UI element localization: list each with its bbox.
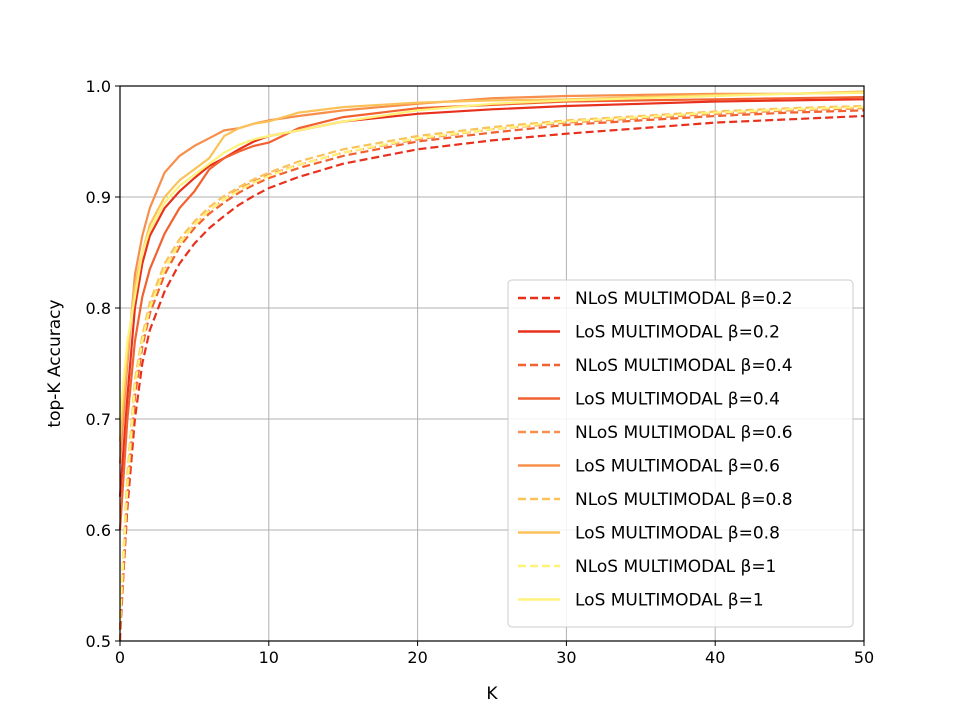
y-tick-label: 1.0 [86,77,111,96]
legend-label-4: NLoS MULTIMODAL β=0.6 [575,423,793,443]
series-line-3 [118,96,865,531]
series-line-2 [118,109,865,642]
x-tick-label: 10 [259,648,279,667]
legend-label-3: LoS MULTIMODAL β=0.4 [575,390,780,410]
legend-label-6: NLoS MULTIMODAL β=0.8 [575,490,793,510]
legend-label-8: NLoS MULTIMODAL β=1 [575,557,776,577]
series-line-8 [118,106,865,619]
y-tick-label: 0.9 [86,188,111,207]
x-axis-label: K [486,684,498,704]
legend: NLoS MULTIMODAL β=0.2 LoS MULTIMODAL β=0.… [507,279,854,628]
series-line-9 [118,91,865,420]
legend-label-7: LoS MULTIMODAL β=0.8 [575,524,780,544]
plot-lines [118,90,865,642]
y-axis-label: top-K Accuracy [45,299,65,427]
plot-frame [119,85,865,642]
y-tick-label: 0.5 [86,632,111,651]
legend-label-9: LoS MULTIMODAL β=1 [575,591,764,611]
x-tick-label: 30 [556,648,576,667]
x-tick-label: 20 [407,648,427,667]
y-tick-label: 0.7 [86,410,111,429]
series-line-1 [118,98,865,497]
legend-label-1: LoS MULTIMODAL β=0.2 [575,323,780,343]
legend-label-2: NLoS MULTIMODAL β=0.4 [575,356,793,376]
legend-label-5: LoS MULTIMODAL β=0.6 [575,457,780,477]
series-line-0 [118,114,865,630]
axis-ticks: 0 10 20 30 40 50 0.5 0.6 0.7 0.8 0.9 1.0 [86,77,875,667]
y-tick-label: 0.8 [86,299,111,318]
x-tick-label: 50 [854,648,874,667]
legend-box [507,279,854,628]
legend-label-0: NLoS MULTIMODAL β=0.2 [575,289,793,309]
series-line-6 [118,104,865,619]
x-tick-label: 0 [115,648,125,667]
x-tick-label: 40 [705,648,725,667]
y-tick-label: 0.6 [86,521,111,540]
